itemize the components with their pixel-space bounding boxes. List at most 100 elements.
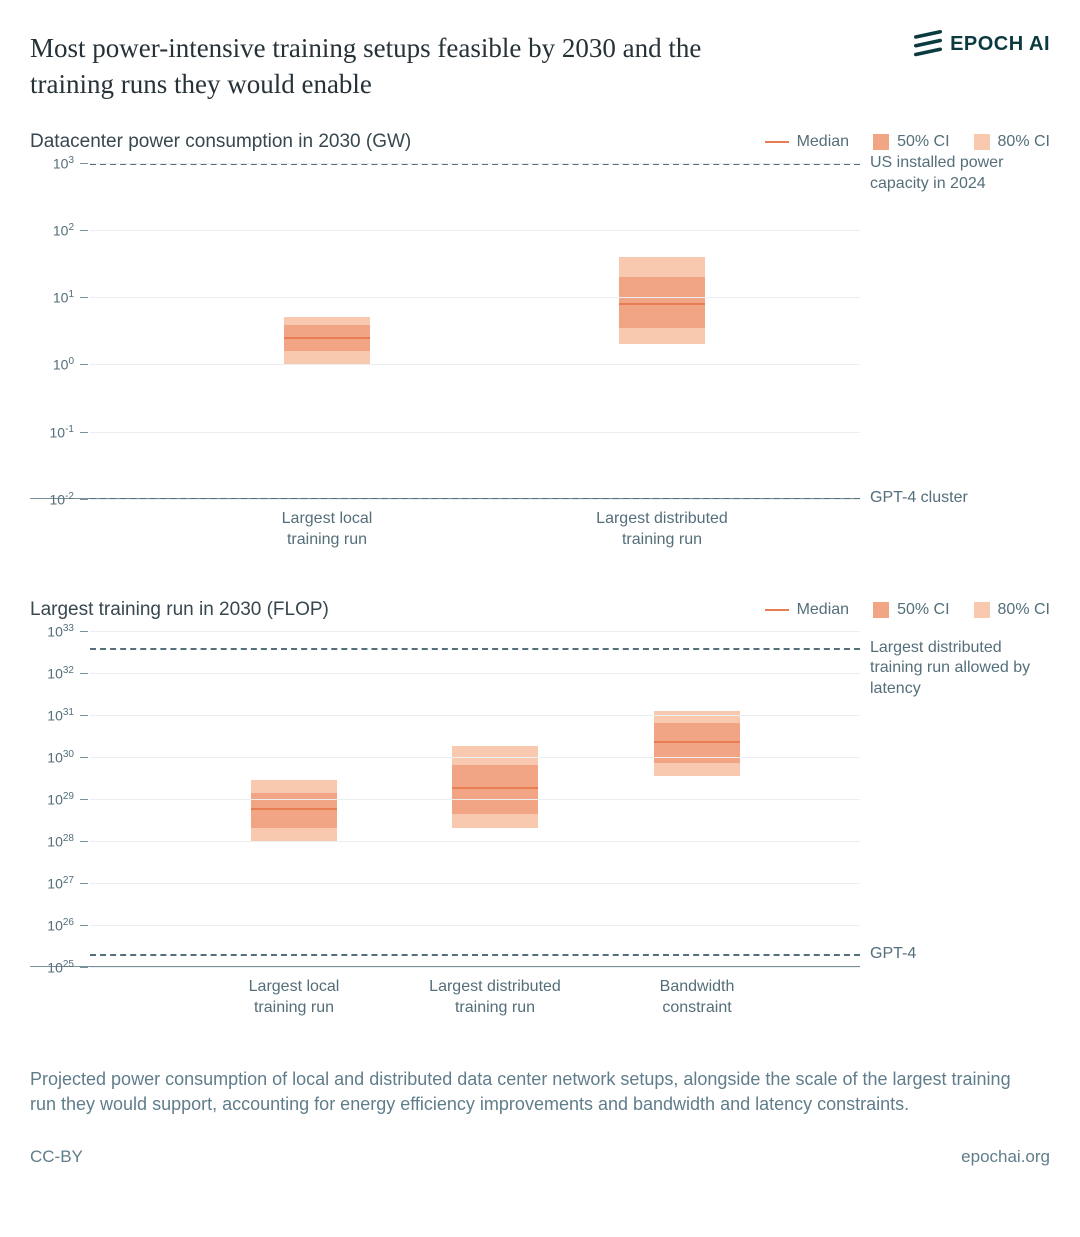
y-tick-mark <box>80 297 88 298</box>
y-tick-label: 1027 <box>30 875 80 892</box>
gridline <box>90 230 860 231</box>
y-tick-label: 100 <box>30 356 80 373</box>
x-axis-label: Largest localtraining run <box>227 509 427 551</box>
legend-label-median: Median <box>797 133 849 151</box>
gridline <box>90 925 860 926</box>
site-text: epochai.org <box>961 1147 1050 1167</box>
legend: Median 50% CI 80% CI <box>765 133 1050 151</box>
reference-annotation: GPT-4 <box>870 944 1040 965</box>
y-tick-mark <box>80 841 88 842</box>
chart-title: Largest training run in 2030 (FLOP) <box>30 599 329 621</box>
y-tick-mark <box>80 799 88 800</box>
y-tick-label: 10-1 <box>30 424 80 441</box>
legend-median: Median <box>765 601 849 619</box>
x-axis-label: Largest localtraining run <box>194 977 394 1019</box>
bar-group <box>284 163 370 498</box>
y-tick-label: 102 <box>30 222 80 239</box>
plot-inner <box>90 163 860 498</box>
annotation-column: US installed power capacity in 2024GPT-4… <box>860 163 1040 499</box>
gridline <box>90 499 860 500</box>
gridline <box>90 841 860 842</box>
legend-swatch-median <box>765 141 789 143</box>
gridline <box>90 799 860 800</box>
y-tick-label: 1030 <box>30 749 80 766</box>
median-line <box>284 337 370 339</box>
brand-text: EPOCH AI <box>950 33 1050 56</box>
y-tick-label: 1031 <box>30 707 80 724</box>
legend-swatch-ci80 <box>974 134 990 150</box>
x-axis-label: Bandwidthconstraint <box>597 977 797 1019</box>
y-tick-label: 1028 <box>30 833 80 850</box>
y-tick-mark <box>80 673 88 674</box>
main-title: Most power-intensive training setups fea… <box>30 30 770 103</box>
gridline <box>90 967 860 968</box>
x-axis-labels: Largest localtraining run Largest distrib… <box>90 509 860 555</box>
y-tick-mark <box>80 432 88 433</box>
reference-annotation: US installed power capacity in 2024 <box>870 153 1040 195</box>
y-tick-label: 1029 <box>30 791 80 808</box>
y-tick-mark <box>80 499 88 500</box>
epoch-logo-icon <box>914 30 942 58</box>
y-tick-mark <box>80 364 88 365</box>
legend-label-ci80: 80% CI <box>998 133 1050 151</box>
gridline <box>90 715 860 716</box>
y-tick-label: 103 <box>30 155 80 172</box>
median-line <box>452 787 538 789</box>
x-axis-labels: Largest localtraining runLargest distrib… <box>90 977 860 1023</box>
chart-header: Datacenter power consumption in 2030 (GW… <box>30 131 1050 153</box>
footer: CC-BY epochai.org <box>30 1147 1050 1167</box>
gridline <box>90 297 860 298</box>
gridline <box>90 631 860 632</box>
y-tick-label: 1026 <box>30 917 80 934</box>
chart-title: Datacenter power consumption in 2030 (GW… <box>30 131 411 153</box>
legend-label-median: Median <box>797 601 849 619</box>
reference-annotation: GPT-4 cluster <box>870 488 1040 509</box>
gridline <box>90 364 860 365</box>
plot-area: 102510261027102810291030103110321033 <box>30 631 860 967</box>
annotation-column: Largest distributed training run allowed… <box>860 631 1040 967</box>
legend-label-ci80: 80% CI <box>998 601 1050 619</box>
median-line <box>654 741 740 743</box>
y-tick-label: 10-2 <box>30 491 80 508</box>
x-axis-label: Largest distributedtraining run <box>395 977 595 1019</box>
brand-logo: EPOCH AI <box>914 30 1050 58</box>
y-tick-label: 1032 <box>30 665 80 682</box>
median-line <box>251 808 337 810</box>
gridline <box>90 163 860 164</box>
chart-flop: Largest training run in 2030 (FLOP) Medi… <box>30 599 1050 1023</box>
legend-ci50: 50% CI <box>873 133 949 151</box>
legend: Median 50% CI 80% CI <box>765 601 1050 619</box>
y-tick-mark <box>80 163 88 164</box>
y-tick-mark <box>80 883 88 884</box>
legend-ci80: 80% CI <box>974 601 1050 619</box>
gridline <box>90 432 860 433</box>
chart-power: Datacenter power consumption in 2030 (GW… <box>30 131 1050 555</box>
reference-annotation: Largest distributed training run allowed… <box>870 638 1040 700</box>
y-tick-mark <box>80 967 88 968</box>
bar-group <box>619 163 705 498</box>
y-tick-mark <box>80 631 88 632</box>
gridline <box>90 757 860 758</box>
chart-header: Largest training run in 2030 (FLOP) Medi… <box>30 599 1050 621</box>
legend-swatch-ci80 <box>974 602 990 618</box>
legend-ci80: 80% CI <box>974 133 1050 151</box>
header-row: Most power-intensive training setups fea… <box>30 30 1050 103</box>
y-tick-label: 1025 <box>30 959 80 976</box>
y-tick-label: 101 <box>30 289 80 306</box>
caption: Projected power consumption of local and… <box>30 1067 1030 1117</box>
legend-label-ci50: 50% CI <box>897 133 949 151</box>
y-tick-mark <box>80 757 88 758</box>
y-tick-mark <box>80 925 88 926</box>
y-tick-mark <box>80 715 88 716</box>
legend-swatch-ci50 <box>873 134 889 150</box>
legend-swatch-median <box>765 609 789 611</box>
y-tick-label: 1033 <box>30 623 80 640</box>
legend-median: Median <box>765 133 849 151</box>
legend-ci50: 50% CI <box>873 601 949 619</box>
license-text: CC-BY <box>30 1147 83 1167</box>
x-axis-label: Largest distributedtraining run <box>562 509 762 551</box>
plot-area: 10-210-1100101102103 <box>30 163 860 499</box>
gridline <box>90 883 860 884</box>
y-tick-mark <box>80 230 88 231</box>
legend-label-ci50: 50% CI <box>897 601 949 619</box>
